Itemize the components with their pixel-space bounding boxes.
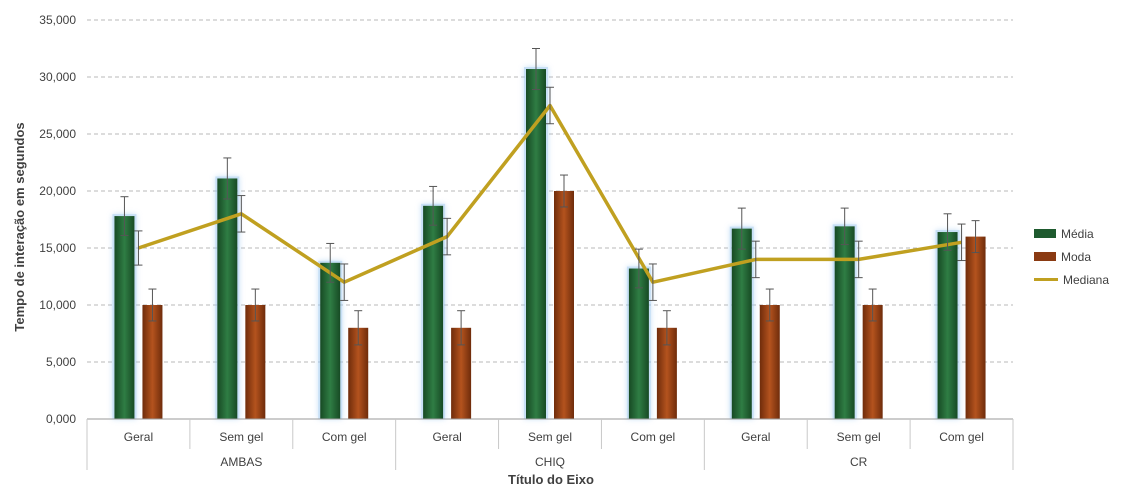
x-tick-label: Geral <box>432 430 461 444</box>
legend-swatch-moda <box>1034 252 1056 261</box>
legend: Média Moda Mediana <box>1034 222 1109 291</box>
bar-moda <box>862 305 883 419</box>
bar-media <box>731 228 752 419</box>
y-axis-title: Tempo de interação em segundos <box>12 122 27 331</box>
bar-media <box>628 268 649 419</box>
bar-moda <box>656 327 677 419</box>
x-tick-label: Geral <box>124 430 153 444</box>
x-tick-label: Com gel <box>939 430 984 444</box>
bar-media <box>526 69 546 420</box>
y-tick-label: 25,000 <box>39 127 76 141</box>
legend-label-media: Média <box>1061 226 1094 241</box>
bar-moda <box>348 327 369 419</box>
y-tick-label: 20,000 <box>39 184 76 198</box>
y-tick-label: 10,000 <box>39 298 76 312</box>
bar-media <box>217 178 238 419</box>
x-tick-label: Geral <box>741 430 770 444</box>
group-label: CHIQ <box>535 455 565 469</box>
x-tick-label: Com gel <box>631 430 676 444</box>
bar-media <box>114 216 135 419</box>
y-tick-label: 5,000 <box>46 355 76 369</box>
legend-label-mediana: Mediana <box>1063 272 1110 287</box>
bars <box>112 67 986 420</box>
bar-moda <box>451 327 472 419</box>
legend-item-moda: Moda <box>1034 245 1109 268</box>
y-tick-label: 15,000 <box>39 241 76 255</box>
x-axis: Geral Sem gel Com gel Geral Sem gel Com gel Ge… <box>86 418 1014 470</box>
bar-media <box>320 262 341 419</box>
error-bars <box>120 48 980 346</box>
bar-moda <box>759 305 780 419</box>
legend-label-moda: Moda <box>1061 249 1092 264</box>
y-tick-label: 0,000 <box>46 412 76 426</box>
y-axis-ticks: 0,000 5,000 10,000 15,000 20,000 25,000 30,000… <box>39 13 76 426</box>
bar-media <box>937 232 958 419</box>
x-tick-label: Com gel <box>322 430 367 444</box>
bar-media <box>834 226 855 419</box>
bar-moda <box>142 305 163 419</box>
x-tick-label: Sem gel <box>219 430 263 444</box>
group-label: AMBAS <box>220 455 262 469</box>
legend-item-media: Média <box>1034 222 1109 245</box>
legend-swatch-media <box>1034 229 1056 238</box>
gridlines <box>87 19 1013 363</box>
x-axis-title: Título do Eixo <box>508 472 594 487</box>
bar-moda <box>554 191 574 419</box>
legend-item-mediana: Mediana <box>1034 268 1109 291</box>
x-tick-label: Sem gel <box>528 430 572 444</box>
bar-media <box>423 205 444 419</box>
bar-moda <box>965 236 986 419</box>
y-tick-label: 30,000 <box>39 70 76 84</box>
x-tick-label: Sem gel <box>837 430 881 444</box>
legend-swatch-mediana <box>1034 278 1058 281</box>
bar-moda <box>245 305 266 419</box>
group-label: CR <box>850 455 868 469</box>
y-tick-label: 35,000 <box>39 13 76 27</box>
